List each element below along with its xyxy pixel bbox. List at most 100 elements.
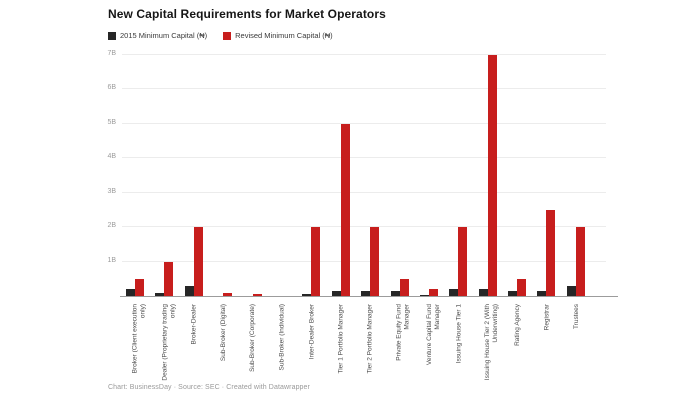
x-axis-label: Issuing House Tier 1 xyxy=(455,304,462,364)
x-axis-label: Sub-Broker (Digital) xyxy=(219,304,227,362)
bar-2015-minimum[interactable] xyxy=(419,295,429,296)
y-tick-label: 7B xyxy=(107,49,116,57)
bar-group xyxy=(445,46,474,296)
bar-2015-minimum[interactable] xyxy=(537,290,547,296)
bar-revised-minimum[interactable] xyxy=(428,289,438,296)
gridline: 5B xyxy=(107,119,606,126)
bar-revised-minimum[interactable] xyxy=(458,227,468,296)
x-axis-label-cell: Sub-Broker (Digital) xyxy=(210,302,239,394)
bar-group xyxy=(533,46,562,296)
y-tick-label: 1B xyxy=(107,256,116,264)
bar-group xyxy=(122,46,151,296)
chart-container: New Capital Requirements for Market Oper… xyxy=(108,6,628,40)
x-axis-label: Trustees xyxy=(572,304,580,330)
gridline: 3B xyxy=(107,188,606,195)
y-tick-label: 3B xyxy=(107,187,116,195)
bar-2015-minimum[interactable] xyxy=(449,289,459,296)
y-tick-label: 2B xyxy=(107,222,116,230)
x-axis-label-cell: Tier 2 Portfolio Manager xyxy=(357,302,386,394)
bar-revised-minimum[interactable] xyxy=(223,292,233,296)
bar-group xyxy=(387,46,416,296)
bar-2015-minimum[interactable] xyxy=(126,289,135,296)
bar-group xyxy=(416,46,445,296)
x-axis-label-cell: Broker-Dealer xyxy=(181,302,210,394)
bar-2015-minimum[interactable] xyxy=(302,294,312,296)
bar-group xyxy=(298,46,327,296)
x-axis-label: Tier 2 Portfolio Manager xyxy=(366,304,374,374)
y-tick-label: 5B xyxy=(107,118,116,126)
x-axis-label: Sub-Broker (Corporate) xyxy=(249,304,257,372)
bar-2015-minimum[interactable] xyxy=(361,290,371,296)
bar-2015-minimum[interactable] xyxy=(566,285,576,296)
legend-swatch xyxy=(108,31,116,40)
bar-2015-minimum[interactable] xyxy=(155,292,165,296)
gridline: 1B xyxy=(107,257,606,264)
x-axis-label: Dealer (Proprietary trading only) xyxy=(161,304,177,381)
chart-credit: Chart: BusinessDay · Source: SEC · Creat… xyxy=(108,384,310,391)
bar-groups xyxy=(122,46,606,296)
x-axis-label-cell: Venture Capital Fund Manager xyxy=(416,302,445,394)
bar-revised-minimum[interactable] xyxy=(487,54,497,296)
chart-legend: 2015 Minimum Capital (₦) Revised Minimum … xyxy=(108,31,628,40)
x-axis-labels: Broker (Client execution only) Dealer (Pr… xyxy=(122,302,606,394)
x-axis-label-cell: Broker (Client execution only) xyxy=(122,302,151,394)
gridline: 7B xyxy=(107,50,606,57)
x-axis-label: Inter-Dealer Broker xyxy=(308,304,316,360)
x-axis-label-cell: Sub-Broker (Individual) xyxy=(269,302,298,394)
bar-group xyxy=(357,46,386,296)
legend-label: Revised Minimum Capital (₦) xyxy=(235,31,333,40)
x-axis-label: Registrar xyxy=(543,304,551,331)
x-axis-label: Tier 1 Portfolio Manager xyxy=(337,304,345,374)
bar-revised-minimum[interactable] xyxy=(164,261,174,296)
x-axis-label-cell: Tier 1 Portfolio Manager xyxy=(328,302,357,394)
bar-2015-minimum[interactable] xyxy=(390,290,400,296)
x-axis-label: Private Equity Fund Manager xyxy=(396,304,412,361)
bar-revised-minimum[interactable] xyxy=(399,278,409,296)
bar-group xyxy=(504,46,533,296)
x-axis-label: Rating Agency xyxy=(513,304,521,346)
bar-2015-minimum[interactable] xyxy=(478,289,488,296)
bar-revised-minimum[interactable] xyxy=(340,123,350,296)
x-axis-label-cell: Private Equity Fund Manager xyxy=(387,302,416,394)
legend-swatch xyxy=(223,31,232,40)
bar-group xyxy=(210,46,239,296)
x-axis-label: Sub-Broker (Individual) xyxy=(278,304,286,371)
gridline: 6B xyxy=(107,84,606,91)
legend-item: 2015 Minimum Capital (₦) xyxy=(108,31,207,40)
bar-revised-minimum[interactable] xyxy=(546,209,556,296)
bar-2015-minimum[interactable] xyxy=(331,290,341,296)
x-axis-label: Broker (Client execution only) xyxy=(131,304,147,374)
x-axis-label-cell: Issuing House Tier 2 (With Underwriting) xyxy=(475,302,504,394)
bar-revised-minimum[interactable] xyxy=(252,294,262,296)
x-axis-label-cell: Inter-Dealer Broker xyxy=(298,302,327,394)
x-axis-line xyxy=(120,296,618,297)
bar-revised-minimum[interactable] xyxy=(135,278,144,296)
bar-group xyxy=(269,46,298,296)
bar-group xyxy=(563,46,592,296)
x-axis-label-cell: Trustees xyxy=(563,302,592,394)
y-tick-label: 4B xyxy=(107,153,116,161)
bar-group xyxy=(328,46,357,296)
plot-area: 1B 2B 3B 4B 5B 6B 7B Broker (Client execution … xyxy=(107,46,618,381)
chart-title: New Capital Requirements for Market Oper… xyxy=(108,7,386,21)
bar-group xyxy=(240,46,269,296)
bar-revised-minimum[interactable] xyxy=(311,227,321,296)
gridline: 4B xyxy=(107,153,606,160)
bar-revised-minimum[interactable] xyxy=(575,227,585,296)
x-axis-label-cell: Dealer (Proprietary trading only) xyxy=(151,302,180,394)
bar-2015-minimum[interactable] xyxy=(184,285,194,296)
bar-revised-minimum[interactable] xyxy=(370,227,380,296)
legend-label: 2015 Minimum Capital (₦) xyxy=(120,31,208,40)
legend-item: Revised Minimum Capital (₦) xyxy=(223,31,333,40)
x-axis-label-cell: Sub-Broker (Corporate) xyxy=(240,302,269,394)
bar-group xyxy=(475,46,504,296)
bar-group xyxy=(151,46,180,296)
bar-group xyxy=(181,46,210,296)
x-axis-label-cell: Rating Agency xyxy=(504,302,533,394)
x-axis-label: Venture Capital Fund Manager xyxy=(425,304,441,366)
bar-revised-minimum[interactable] xyxy=(193,227,203,296)
gridline: 2B xyxy=(107,222,606,229)
bar-revised-minimum[interactable] xyxy=(517,278,527,296)
bar-2015-minimum[interactable] xyxy=(508,290,518,296)
x-axis-label: Broker-Dealer xyxy=(190,304,198,345)
